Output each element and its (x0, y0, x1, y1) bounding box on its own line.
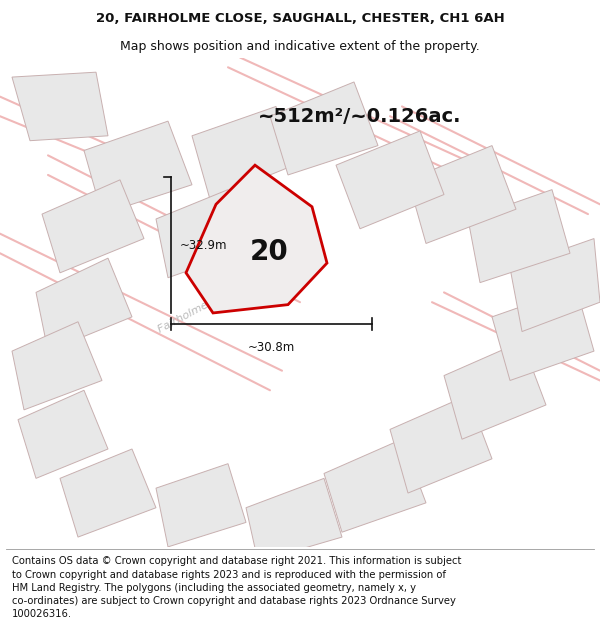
Polygon shape (492, 288, 594, 381)
Polygon shape (510, 239, 600, 331)
Polygon shape (246, 478, 342, 561)
Text: ~30.8m: ~30.8m (248, 341, 295, 354)
Text: HM Land Registry. The polygons (including the associated geometry, namely x, y: HM Land Registry. The polygons (includin… (12, 582, 416, 592)
Polygon shape (156, 464, 246, 547)
Polygon shape (444, 341, 546, 439)
Text: ~32.9m: ~32.9m (180, 239, 227, 252)
Text: Contains OS data © Crown copyright and database right 2021. This information is : Contains OS data © Crown copyright and d… (12, 556, 461, 566)
Text: 20: 20 (250, 238, 288, 266)
Polygon shape (270, 82, 378, 175)
Text: co-ordinates) are subject to Crown copyright and database rights 2023 Ordnance S: co-ordinates) are subject to Crown copyr… (12, 596, 456, 606)
Text: ~512m²/~0.126ac.: ~512m²/~0.126ac. (258, 107, 462, 126)
Polygon shape (468, 189, 570, 282)
Polygon shape (12, 322, 102, 410)
Polygon shape (390, 395, 492, 493)
Polygon shape (186, 165, 327, 313)
Text: to Crown copyright and database rights 2023 and is reproduced with the permissio: to Crown copyright and database rights 2… (12, 569, 446, 579)
Polygon shape (84, 121, 192, 214)
Text: 20, FAIRHOLME CLOSE, SAUGHALL, CHESTER, CH1 6AH: 20, FAIRHOLME CLOSE, SAUGHALL, CHESTER, … (95, 11, 505, 24)
Polygon shape (42, 180, 144, 273)
Polygon shape (12, 72, 108, 141)
Polygon shape (36, 258, 132, 351)
Polygon shape (156, 189, 252, 278)
Text: 100026316.: 100026316. (12, 609, 72, 619)
Polygon shape (192, 106, 294, 199)
Polygon shape (60, 449, 156, 537)
Text: Map shows position and indicative extent of the property.: Map shows position and indicative extent… (120, 40, 480, 53)
Polygon shape (408, 146, 516, 244)
Text: Fairholme Close: Fairholme Close (156, 284, 240, 335)
Polygon shape (336, 131, 444, 229)
Polygon shape (18, 390, 108, 478)
Polygon shape (324, 439, 426, 532)
